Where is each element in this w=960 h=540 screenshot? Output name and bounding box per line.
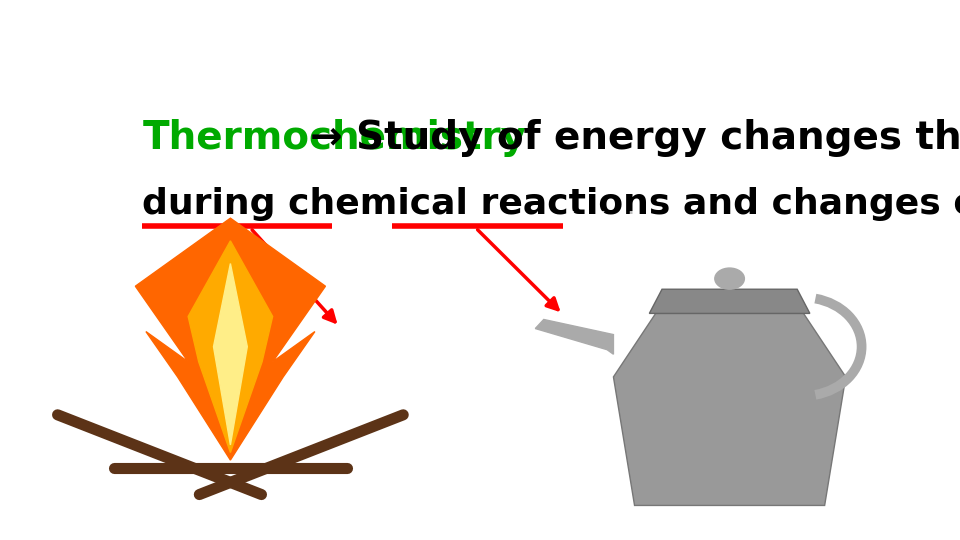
Polygon shape <box>536 320 613 354</box>
Text: → Study of energy changes that occur: → Study of energy changes that occur <box>310 119 960 157</box>
Circle shape <box>715 268 744 289</box>
Polygon shape <box>135 218 325 460</box>
Polygon shape <box>188 241 273 453</box>
Text: Thermochemistry: Thermochemistry <box>142 119 526 157</box>
Text: during chemical reactions and changes of state: during chemical reactions and changes of… <box>142 187 960 221</box>
Polygon shape <box>649 289 810 313</box>
Polygon shape <box>613 313 846 505</box>
Polygon shape <box>213 264 248 445</box>
